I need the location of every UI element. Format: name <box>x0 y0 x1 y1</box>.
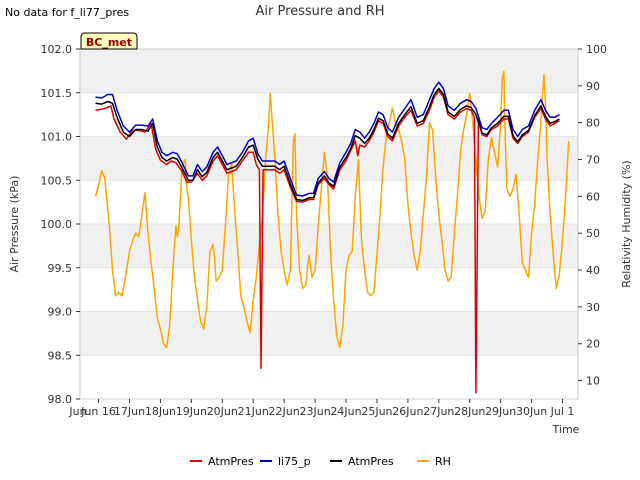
x-tick-label-12: 28Jun <box>454 405 485 418</box>
y-right-tick-label-4: 50 <box>586 227 600 240</box>
x-tick-label-10: 26Jun <box>392 405 423 418</box>
x-axis-label: Time <box>552 423 580 436</box>
y-left-tick-label-8: 102.0 <box>41 43 73 56</box>
x-tick-label-0: Jun 16 <box>80 405 116 418</box>
x-tick-label-2: 18Jun <box>145 405 176 418</box>
y-left-tick-label-3: 99.5 <box>48 262 73 275</box>
y-left-tick-label-6: 101.0 <box>41 131 73 144</box>
legend-label-0: AtmPres <box>208 455 254 468</box>
y-right-tick-label-1: 20 <box>586 338 600 351</box>
no-data-note: No data for f_li77_pres <box>5 6 130 19</box>
legend-label-2: AtmPres <box>348 455 394 468</box>
y-left-tick-label-1: 98.5 <box>48 349 73 362</box>
series-layer <box>94 70 570 394</box>
chart-title: Air Pressure and RH <box>255 4 384 19</box>
x-tick-label-15: Jul 1 <box>550 405 575 418</box>
y-right-tick-label-6: 70 <box>586 154 600 167</box>
x-tick-label-5: 21Jun <box>238 405 269 418</box>
station-label-box: BC_met <box>80 32 138 50</box>
y-left-tick-label-2: 99.0 <box>48 306 73 319</box>
legend: AtmPres li75_p AtmPres RH <box>190 455 451 468</box>
x-tick-label-1: 17Jun <box>114 405 145 418</box>
band-0 <box>80 311 578 356</box>
y-left-tick-label-5: 100.5 <box>41 174 73 187</box>
y-left-tick-label-7: 101.5 <box>41 87 73 100</box>
band-3 <box>80 49 578 93</box>
series-line-1 <box>95 81 560 197</box>
station-label: BC_met <box>86 36 132 49</box>
y-left-tick-label-0: 98.0 <box>48 393 73 406</box>
x-tick-label-3: 19Jun <box>176 405 207 418</box>
legend-label-3: RH <box>435 455 451 468</box>
series-line-2 <box>95 87 560 202</box>
x-tick-label-8: 24Jun <box>330 405 361 418</box>
x-tick-label-14: 30Jun <box>516 405 547 418</box>
x-tick-label-4: 20Jun <box>207 405 238 418</box>
x-tick-label-9: 25Jun <box>361 405 392 418</box>
y-right-tick-label-7: 80 <box>586 117 600 130</box>
y-right-tick-label-3: 40 <box>586 264 600 277</box>
y-right-tick-label-8: 90 <box>586 80 600 93</box>
x-tick-label-11: 27Jun <box>423 405 454 418</box>
y-left-tick-label-4: 100.0 <box>41 218 73 231</box>
x-tick-label-13: 29Jun <box>485 405 516 418</box>
x-tick-label-6: 22Jun <box>269 405 300 418</box>
plot-bands <box>80 49 578 356</box>
legend-label-1: li75_p <box>278 455 311 468</box>
x-tick-label-start: Jun <box>68 405 86 418</box>
series-line-3 <box>94 70 570 349</box>
y-right-tick-label-2: 30 <box>586 301 600 314</box>
y-right-tick-label-9: 100 <box>586 43 607 56</box>
y-axis-right: 10 20 30 40 50 60 70 80 90 100 <box>578 43 607 388</box>
y-right-tick-label-0: 10 <box>586 375 600 388</box>
y-axis-left-label: Air Pressure (kPa) <box>8 176 21 273</box>
y-axis-left: 98.0 98.5 99.0 99.5 100.0 100.5 101.0 101.5 102.… <box>41 43 80 406</box>
y-axis-right-label: Relativity Humidity (%) <box>620 160 633 287</box>
x-tick-label-7: 23Jun <box>299 405 330 418</box>
y-right-tick-label-5: 60 <box>586 190 600 203</box>
